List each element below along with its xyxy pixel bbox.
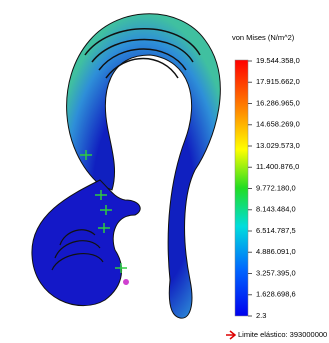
- legend-label: 19.544.358,0: [256, 56, 300, 65]
- legend-label: 3.257.395,0: [256, 268, 296, 277]
- legend-label: 16.286.965,0: [256, 98, 300, 107]
- legend-title: von Mises (N/m^2): [232, 33, 295, 42]
- legend-label: 1.628.698,6: [256, 290, 296, 299]
- model: [32, 14, 220, 318]
- screenshot: von Mises (N/m^2) 19.544.358,0 17.915.662…: [0, 0, 329, 343]
- stress-plot: von Mises (N/m^2) 19.544.358,0 17.915.662…: [0, 0, 329, 343]
- yield-arrow: [226, 331, 235, 339]
- legend-label: 9.772.180,0: [256, 183, 296, 192]
- legend-label: 13.029.573,0: [256, 141, 300, 150]
- color-bar: [235, 60, 248, 316]
- legend-label: 6.514.787,5: [256, 226, 296, 235]
- legend-label: 17.915.662,0: [256, 77, 300, 86]
- load-marker: [123, 279, 129, 285]
- legend-label: 2.3: [256, 311, 266, 320]
- legend-label: 14.658.269,0: [256, 120, 300, 129]
- legend-label: 8.143.484,0: [256, 205, 296, 214]
- yield-note: Limite elástico: 393000000: [238, 330, 327, 339]
- legend-label: 11.400.876,0: [256, 162, 299, 171]
- legend-label: 4.886.091,0: [256, 247, 296, 256]
